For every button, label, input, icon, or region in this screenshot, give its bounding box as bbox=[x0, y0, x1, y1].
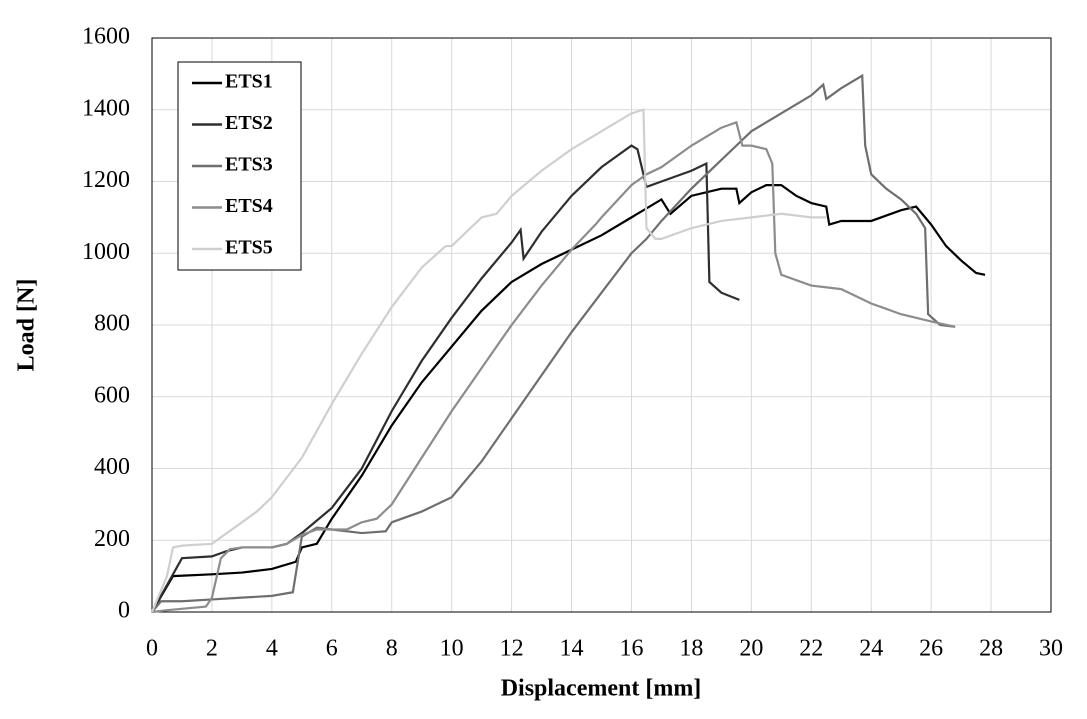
y-tick-label: 1200 bbox=[82, 167, 130, 193]
x-tick-label: 14 bbox=[560, 636, 584, 662]
x-tick-label: 30 bbox=[1039, 636, 1063, 662]
y-tick-label: 600 bbox=[94, 382, 130, 408]
legend-label: ETS3 bbox=[225, 154, 273, 176]
y-tick-label: 1400 bbox=[82, 95, 130, 121]
x-tick-label: 8 bbox=[386, 636, 398, 662]
y-tick-label: 800 bbox=[94, 311, 130, 337]
y-tick-label: 0 bbox=[118, 598, 130, 624]
y-axis-label: Load [N] bbox=[14, 279, 40, 372]
y-tick-label: 1600 bbox=[82, 24, 130, 50]
x-tick-label: 0 bbox=[146, 636, 158, 662]
legend-label: ETS1 bbox=[225, 71, 273, 93]
x-tick-label: 18 bbox=[679, 636, 703, 662]
x-tick-label: 28 bbox=[979, 636, 1003, 662]
series-line bbox=[151, 183, 986, 613]
x-tick-label: 10 bbox=[440, 636, 464, 662]
legend-label: ETS2 bbox=[225, 112, 273, 134]
series-line bbox=[151, 73, 956, 613]
series-line bbox=[151, 120, 956, 614]
y-tick-label: 400 bbox=[94, 454, 130, 480]
y-tick-label: 1000 bbox=[82, 239, 130, 265]
x-tick-label: 6 bbox=[326, 636, 338, 662]
plot-frame bbox=[151, 37, 1052, 613]
x-tick-label: 26 bbox=[919, 636, 943, 662]
x-tick-label: 24 bbox=[859, 636, 883, 662]
x-tick-label: 2 bbox=[206, 636, 218, 662]
series-line bbox=[150, 108, 827, 613]
y-tick-label: 200 bbox=[94, 526, 130, 552]
legend-label: ETS5 bbox=[225, 237, 273, 259]
x-tick-label: 20 bbox=[739, 636, 763, 662]
x-axis-label: Displacement [mm] bbox=[501, 676, 702, 702]
x-tick-label: 4 bbox=[266, 636, 278, 662]
x-tick-label: 22 bbox=[799, 636, 823, 662]
x-tick-label: 12 bbox=[500, 636, 524, 662]
legend-label: ETS4 bbox=[225, 195, 273, 217]
x-tick-label: 16 bbox=[619, 636, 643, 662]
